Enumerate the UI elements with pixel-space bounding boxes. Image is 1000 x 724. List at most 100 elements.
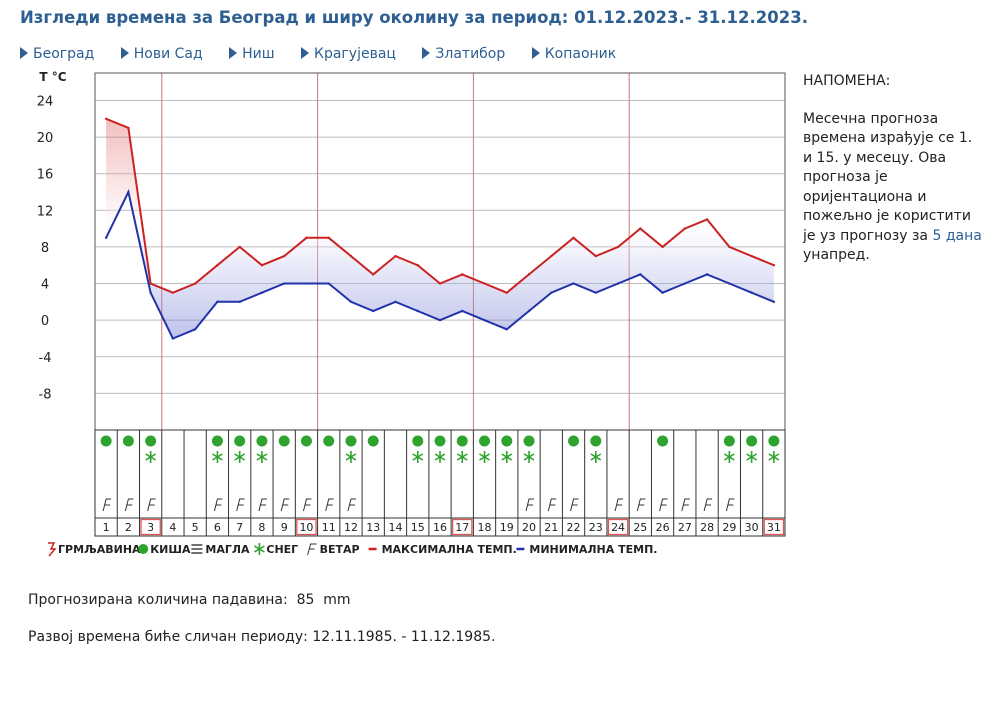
day-label: 30	[745, 521, 759, 534]
wind-icon	[725, 498, 735, 512]
rain-icon	[768, 435, 780, 447]
five-day-link[interactable]: 5 дана	[932, 227, 982, 244]
thunder-icon	[48, 542, 57, 557]
day-label: 2	[125, 521, 132, 534]
snow-icon-stroke	[345, 453, 357, 461]
snow-icon-stroke	[746, 453, 758, 461]
max-temp-point	[616, 245, 620, 249]
wind-icon-stroke	[213, 498, 223, 512]
day-label: 8	[258, 521, 265, 534]
wind-icon-stroke	[681, 498, 690, 512]
wind-icon-stroke	[325, 498, 334, 512]
max-temp-point	[661, 245, 664, 249]
max-temp-point	[305, 236, 308, 239]
analog-period-value: 12.11.1985. - 11.12.1985.	[312, 629, 496, 645]
max-temp-point	[772, 264, 776, 267]
min-temp-point	[372, 309, 375, 313]
rain-icon	[122, 435, 134, 447]
y-tick-label: -8	[39, 387, 52, 402]
arrow-right-icon	[229, 47, 238, 59]
wind-icon-stroke	[280, 498, 290, 512]
snow-icon-stroke	[590, 453, 602, 461]
wind-icon	[659, 498, 668, 512]
day-label: 19	[500, 521, 514, 534]
nav-link-beograd[interactable]: Београд	[20, 46, 94, 62]
max-temp-point	[127, 126, 130, 130]
wind-icon-stroke	[570, 498, 579, 512]
day-label: 15	[411, 521, 425, 534]
nav-link-novi-sad[interactable]: Нови Сад	[120, 46, 203, 62]
min-temp-point	[461, 309, 464, 313]
wind-icon	[102, 498, 112, 512]
min-temp-point	[527, 309, 531, 313]
min-temp-point	[572, 282, 575, 285]
max-temp-point	[216, 264, 219, 267]
min-temp-point	[394, 300, 397, 304]
min-temp-point	[305, 282, 308, 285]
day-label: 1	[103, 521, 110, 534]
wind-icon-stroke	[258, 498, 267, 512]
nav-link-kragujevac[interactable]: Крагујевац	[301, 46, 396, 62]
min-temp-point	[193, 328, 197, 331]
wind-icon	[547, 498, 557, 512]
max-temp-point	[104, 117, 108, 120]
day-label: 25	[633, 521, 647, 534]
min-temp-point	[216, 300, 219, 304]
day-label: 3	[147, 521, 154, 534]
arrow-right-icon	[422, 47, 431, 59]
nav-label: Златибор	[435, 46, 506, 62]
max-temp-point	[282, 254, 286, 258]
wind-icon	[636, 498, 646, 512]
max-temp-point	[349, 254, 353, 258]
nav-link-kopaonik[interactable]: Копаоник	[531, 46, 616, 62]
snow-icon	[723, 451, 735, 463]
day-label: 6	[214, 521, 221, 534]
max-temp-point	[572, 236, 575, 239]
wind-icon-stroke	[147, 498, 156, 512]
y-tick-label: 16	[37, 168, 54, 183]
max-temp-point	[683, 227, 687, 230]
nav-link-zlatibor[interactable]: Златибор	[422, 46, 505, 62]
arrow-right-icon	[20, 47, 28, 59]
nav-link-nis[interactable]: Ниш	[229, 46, 275, 62]
min-temp-point	[750, 291, 753, 294]
note-title: НАПОМЕНА:	[803, 73, 891, 89]
min-temp-point	[260, 291, 264, 294]
snow-icon-stroke	[479, 453, 490, 461]
rain-icon	[479, 435, 491, 447]
max-temp-point	[550, 254, 553, 258]
wind-icon	[570, 498, 579, 512]
day-label: 22	[567, 521, 581, 534]
note-box: НАПОМЕНА: Месечна прогноза времена израђ…	[803, 72, 983, 266]
wind-icon	[124, 498, 134, 512]
rain-icon	[746, 435, 758, 447]
max-temp-point	[372, 273, 375, 276]
snow-icon-stroke	[456, 453, 468, 461]
day-label: 10	[299, 521, 313, 534]
snow-icon	[212, 451, 223, 463]
wind-icon-stroke	[659, 498, 668, 512]
snow-icon	[501, 451, 513, 463]
rain-icon	[145, 435, 157, 447]
wind-icon-stroke	[703, 498, 713, 512]
day-label: 5	[192, 521, 199, 534]
snow-icon	[523, 451, 535, 463]
snow-icon	[234, 451, 246, 463]
max-temp-point	[149, 282, 152, 285]
day-label: 27	[678, 521, 692, 534]
snow-icon-stroke	[234, 453, 246, 461]
min-temp-point	[416, 309, 419, 313]
day-label: 23	[589, 521, 603, 534]
wind-icon	[258, 498, 267, 512]
snow-icon-stroke	[434, 453, 446, 461]
snow-icon-stroke	[768, 453, 780, 461]
precipitation-label: Прогнозирана количина падавина:	[28, 592, 288, 608]
rain-icon	[456, 435, 468, 447]
min-temp-point	[438, 318, 442, 322]
min-temp-point	[683, 282, 687, 285]
legend-label: МИНИМАЛНА ТЕМП.	[529, 543, 657, 556]
highlighted-day-box	[140, 518, 161, 536]
min-temp-point	[282, 282, 286, 285]
day-label: 14	[388, 521, 402, 534]
